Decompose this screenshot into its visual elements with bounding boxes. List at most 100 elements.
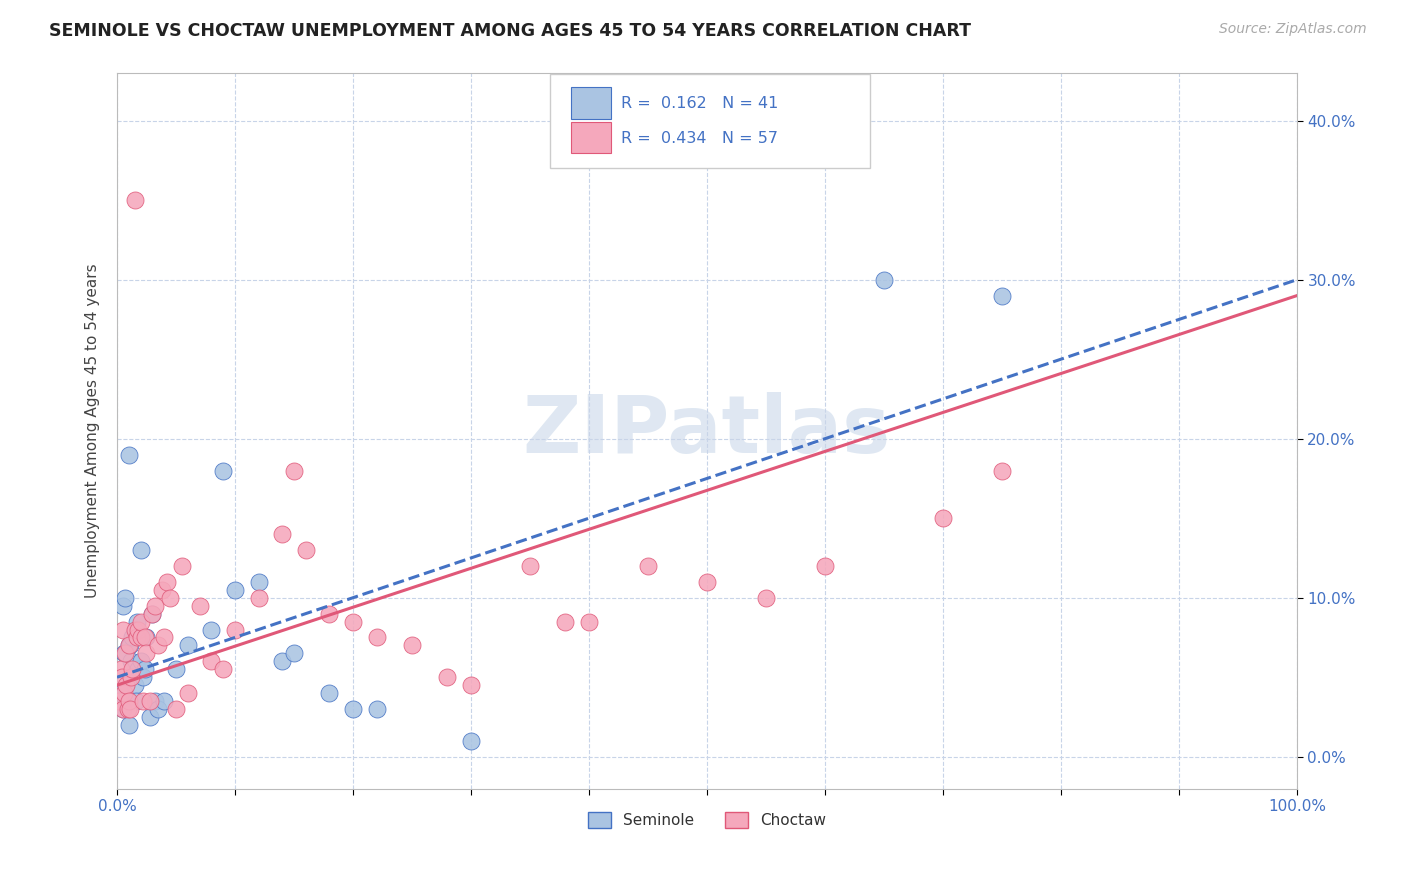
Point bbox=[755, 591, 778, 605]
Point bbox=[141, 607, 163, 621]
Point bbox=[114, 646, 136, 660]
Point bbox=[271, 527, 294, 541]
Point bbox=[134, 662, 156, 676]
Point bbox=[932, 511, 955, 525]
Point bbox=[121, 631, 143, 645]
Point bbox=[991, 463, 1014, 477]
Point bbox=[118, 639, 141, 653]
Point bbox=[155, 574, 177, 589]
Point bbox=[200, 654, 222, 668]
Point bbox=[460, 678, 482, 692]
Point bbox=[135, 646, 157, 660]
Point bbox=[111, 702, 134, 716]
Point bbox=[200, 623, 222, 637]
Point bbox=[247, 574, 270, 589]
Point bbox=[120, 670, 142, 684]
Point bbox=[283, 646, 305, 660]
Point bbox=[117, 702, 139, 716]
Point bbox=[108, 694, 131, 708]
Point bbox=[125, 631, 148, 645]
Point bbox=[129, 615, 152, 629]
Point bbox=[143, 694, 166, 708]
Point bbox=[153, 694, 176, 708]
Text: SEMINOLE VS CHOCTAW UNEMPLOYMENT AMONG AGES 45 TO 54 YEARS CORRELATION CHART: SEMINOLE VS CHOCTAW UNEMPLOYMENT AMONG A… bbox=[49, 22, 972, 40]
Point bbox=[118, 718, 141, 732]
Point bbox=[696, 574, 718, 589]
Point bbox=[118, 639, 141, 653]
Point bbox=[159, 591, 181, 605]
Point bbox=[120, 654, 142, 668]
Point bbox=[127, 623, 149, 637]
Point bbox=[124, 678, 146, 692]
Point bbox=[401, 639, 423, 653]
Point bbox=[578, 615, 600, 629]
Text: ZIPatlas: ZIPatlas bbox=[523, 392, 891, 470]
Point bbox=[212, 662, 235, 676]
Point bbox=[141, 607, 163, 621]
Point bbox=[342, 702, 364, 716]
Point bbox=[188, 599, 211, 613]
Point bbox=[115, 678, 138, 692]
Point bbox=[318, 607, 340, 621]
Point bbox=[271, 654, 294, 668]
Point bbox=[148, 702, 170, 716]
Point bbox=[134, 631, 156, 645]
Point bbox=[814, 558, 837, 573]
Point bbox=[112, 646, 135, 660]
FancyBboxPatch shape bbox=[550, 74, 870, 169]
Point bbox=[125, 615, 148, 629]
Point bbox=[124, 193, 146, 207]
Point bbox=[460, 734, 482, 748]
Point bbox=[139, 694, 162, 708]
Point bbox=[873, 273, 896, 287]
Point bbox=[436, 670, 458, 684]
Point bbox=[165, 702, 187, 716]
Point bbox=[212, 463, 235, 477]
Point bbox=[111, 599, 134, 613]
Point bbox=[224, 623, 246, 637]
Point bbox=[554, 615, 576, 629]
Point bbox=[115, 678, 138, 692]
Point bbox=[129, 543, 152, 558]
Legend: Seminole, Choctaw: Seminole, Choctaw bbox=[582, 806, 832, 835]
Point bbox=[111, 702, 134, 716]
Point bbox=[637, 558, 659, 573]
Point bbox=[177, 686, 200, 700]
Point bbox=[114, 591, 136, 605]
Point bbox=[294, 543, 316, 558]
Point bbox=[118, 694, 141, 708]
Point bbox=[366, 702, 388, 716]
Point bbox=[519, 558, 541, 573]
Point bbox=[110, 662, 132, 676]
Point bbox=[111, 670, 134, 684]
Point bbox=[135, 631, 157, 645]
Point bbox=[177, 639, 200, 653]
Point bbox=[112, 686, 135, 700]
Point bbox=[110, 686, 132, 700]
Point bbox=[132, 694, 155, 708]
Point bbox=[124, 623, 146, 637]
FancyBboxPatch shape bbox=[571, 87, 612, 119]
Point bbox=[991, 288, 1014, 302]
Point bbox=[121, 662, 143, 676]
Point bbox=[129, 631, 152, 645]
Point bbox=[148, 639, 170, 653]
Point bbox=[153, 631, 176, 645]
Point bbox=[170, 558, 193, 573]
Point bbox=[124, 623, 146, 637]
Point bbox=[118, 702, 141, 716]
Point bbox=[143, 599, 166, 613]
Y-axis label: Unemployment Among Ages 45 to 54 years: Unemployment Among Ages 45 to 54 years bbox=[86, 263, 100, 598]
Text: R =  0.434   N = 57: R = 0.434 N = 57 bbox=[621, 130, 778, 145]
Point bbox=[139, 710, 162, 724]
Point bbox=[342, 615, 364, 629]
Point bbox=[318, 686, 340, 700]
Point bbox=[127, 662, 149, 676]
Point bbox=[118, 448, 141, 462]
Point bbox=[224, 582, 246, 597]
Point bbox=[129, 654, 152, 668]
Text: Source: ZipAtlas.com: Source: ZipAtlas.com bbox=[1219, 22, 1367, 37]
Point bbox=[150, 582, 173, 597]
Point bbox=[111, 623, 134, 637]
Point bbox=[165, 662, 187, 676]
